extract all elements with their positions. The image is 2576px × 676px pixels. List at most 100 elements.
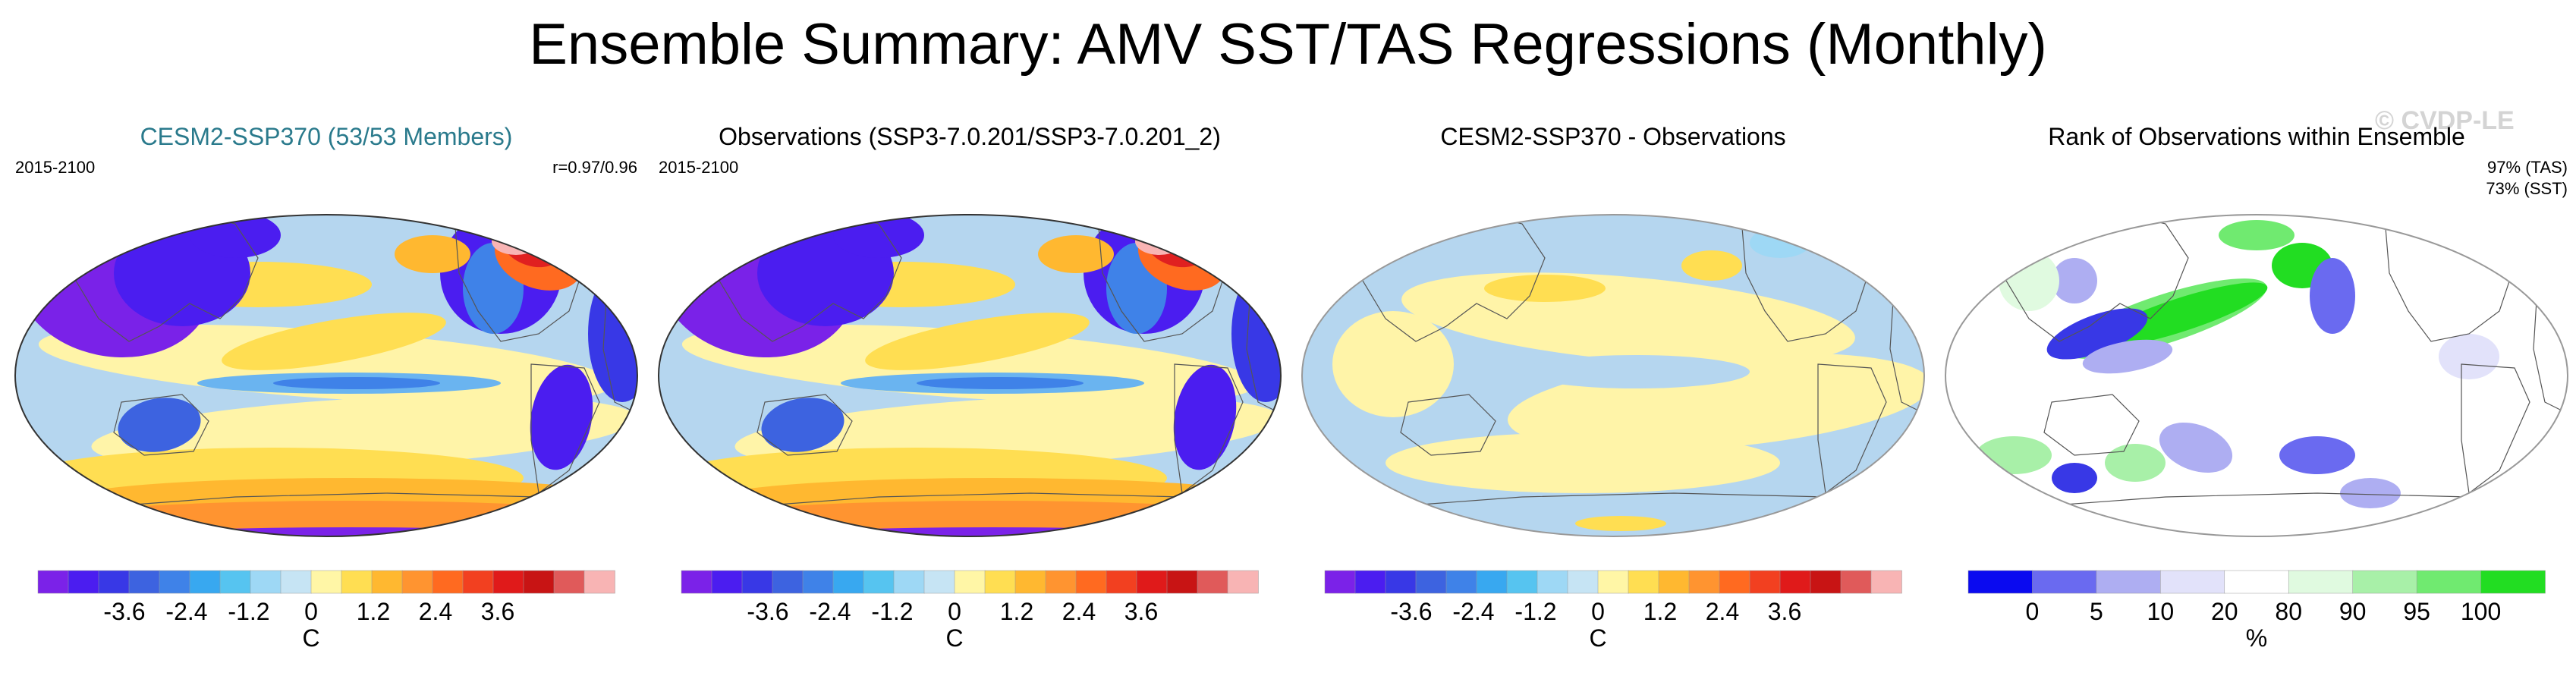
colorbar-swatch (863, 570, 895, 594)
colorbar-swatch (1476, 570, 1508, 594)
colorbar-swatch (583, 570, 615, 594)
colorbar-tick-label: -1.2 (871, 598, 913, 625)
map-plot (658, 214, 1282, 537)
colorbar-swatch (1197, 570, 1228, 594)
land-outline (1181, 215, 1251, 255)
land-outline (1824, 215, 1895, 255)
colorbar-swatch (893, 570, 925, 594)
field-blob (1386, 432, 1780, 493)
colorbar-swatch (341, 570, 373, 594)
field-blob (190, 215, 281, 258)
colorbar-swatch (1445, 570, 1477, 594)
field-blob (2052, 258, 2097, 303)
colorbar: -3.6 -2.4 -1.2 0 1.2 2.4 3.6 C (1324, 570, 1902, 652)
map-panel-2: Observations (SSP3-7.0.201/SSP3-7.0.201_… (651, 114, 1288, 668)
colorbar-swatch (68, 570, 99, 594)
colorbar-unit: C (302, 624, 319, 652)
period-label: 2015-2100 (659, 158, 739, 177)
colorbar-swatch (553, 570, 585, 594)
colorbar-swatch (1324, 570, 1356, 594)
colorbar-swatch (681, 570, 712, 594)
map-field (659, 215, 1281, 536)
southern-ocean-warming (30, 501, 637, 536)
colorbar-swatch (2224, 570, 2289, 594)
colorbar-swatch (98, 570, 130, 594)
colorbar-swatch (832, 570, 864, 594)
colorbar-tick-label: -2.4 (809, 598, 851, 625)
map-panel-3: CESM2-SSP370 - Observations -3.6 -2.4 -1.2 0… (1294, 114, 1932, 668)
south-america-anomaly (530, 364, 593, 470)
colorbar-tick-label: -2.4 (1452, 598, 1494, 625)
field-blob (1038, 235, 1114, 273)
colorbar-swatch (1227, 570, 1259, 594)
colorbar-swatch (1688, 570, 1720, 594)
colorbar: -3.6 -2.4 -1.2 0 1.2 2.4 3.6 C (681, 570, 1259, 652)
colorbar-tick-label: -3.6 (1390, 598, 1432, 625)
stat-label: 97% (TAS) (2487, 158, 2568, 177)
map-panel-4: Rank of Observations within Ensemble 97% … (1938, 114, 2575, 668)
colorbar-tick-label: -3.6 (103, 598, 145, 625)
colorbar-tick-label: 1.2 (1000, 598, 1033, 625)
figure-title: Ensemble Summary: AMV SST/TAS Regression… (529, 12, 2047, 77)
watermark: © CVDP-LE (2375, 106, 2515, 135)
land-outline (1174, 363, 1244, 495)
colorbar-tick-label: 3.6 (481, 598, 514, 625)
colorbar-swatch (1870, 570, 1902, 594)
colorbar-swatch (462, 570, 494, 594)
colorbar-tick-label: 0 (1591, 598, 1605, 625)
rank-low (2046, 308, 2148, 360)
colorbar-swatch (1810, 570, 1842, 594)
colorbar-swatch (711, 570, 743, 594)
colorbar-swatch (1166, 570, 1198, 594)
stat-label-2: 73% (SST) (2486, 179, 2568, 198)
field-blob (833, 215, 924, 258)
colorbar-swatch (802, 570, 834, 594)
field-blob (2105, 444, 2166, 482)
land-outline (1400, 394, 1496, 456)
colorbar-tick-label: 80 (2275, 598, 2302, 625)
colorbar-swatch (1779, 570, 1811, 594)
field-blob (2340, 478, 2401, 508)
colorbar-swatch (2288, 570, 2354, 594)
colorbar-tick-label: 0 (2026, 598, 2040, 625)
colorbar-tick-label: -2.4 (165, 598, 207, 625)
land-outline (2043, 394, 2140, 456)
land-outline (2467, 215, 2538, 255)
colorbar-swatch (280, 570, 312, 594)
colorbar: 0 5 10 20 80 90 95 100% (1967, 570, 2546, 652)
colorbar-swatch (401, 570, 433, 594)
field-blob (1999, 250, 2059, 311)
field-blob (395, 235, 470, 273)
land-outline (1817, 363, 1887, 495)
colorbar-swatch (2352, 570, 2417, 594)
field-blob (222, 313, 446, 370)
field-blob (2159, 423, 2233, 473)
colorbar-tick-label: 0 (304, 598, 318, 625)
map-field (15, 215, 637, 536)
colorbar-tick-label: 2.4 (419, 598, 452, 625)
map-border (658, 214, 1282, 537)
field-blob (2310, 258, 2355, 334)
land-outline (756, 394, 853, 456)
colorbar-tick-label: 3.6 (1124, 598, 1158, 625)
colorbar-swatch (1415, 570, 1447, 594)
field-blob (2052, 463, 2097, 493)
australia-anomaly (761, 398, 845, 452)
australia-anomaly (118, 398, 201, 452)
colorbar-unit: C (945, 624, 963, 652)
field-blob (865, 313, 1090, 370)
colorbar-tick-label: 2.4 (1062, 598, 1096, 625)
field-blob (2219, 220, 2294, 250)
colorbar-swatch (128, 570, 160, 594)
land-outline (113, 394, 209, 456)
colorbar-tick-label: 1.2 (357, 598, 390, 625)
colorbar-swatch (2480, 570, 2546, 594)
colorbar-tick-label: 90 (2339, 598, 2367, 625)
colorbar-swatch (492, 570, 524, 594)
colorbar-swatch (984, 570, 1016, 594)
land-outline (2461, 363, 2530, 495)
colorbar-swatch (923, 570, 955, 594)
field-blob (917, 377, 1084, 389)
field-blob (273, 377, 440, 389)
colorbar-swatch (1840, 570, 1872, 594)
